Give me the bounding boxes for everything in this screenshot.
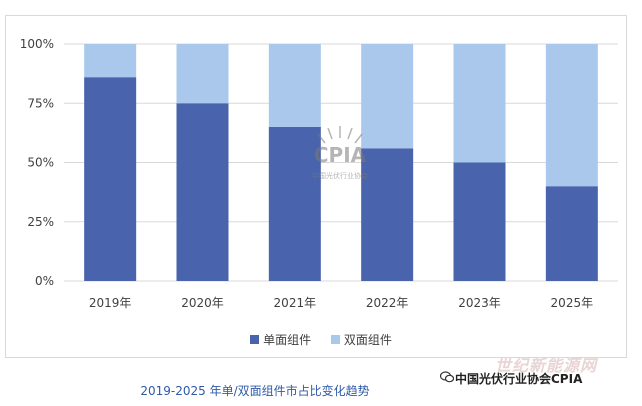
legend-label-bifacial: 双面组件 <box>343 333 392 347</box>
legend-label-single: 单面组件 <box>263 333 312 347</box>
cpia-logo: CPIA 中国光伏行业协会 <box>300 120 380 190</box>
bar-bifacial <box>453 44 506 163</box>
bar-bifacial <box>545 44 598 187</box>
y-tick-label: 50% <box>27 156 54 170</box>
y-tick-label: 25% <box>27 215 54 229</box>
x-tick-label: 2022年 <box>366 296 409 310</box>
y-tick-label: 100% <box>20 37 54 51</box>
legend-swatch-bifacial <box>330 335 340 344</box>
x-tick-label: 2019年 <box>89 296 132 310</box>
legend: 单面组件 双面组件 <box>0 331 642 348</box>
bar-single-sided <box>545 186 598 281</box>
bar-single-sided <box>453 162 506 281</box>
wechat-icon <box>440 371 454 383</box>
y-tick-label: 0% <box>35 274 54 288</box>
bar-single-sided <box>176 103 229 281</box>
bar-bifacial <box>176 44 229 104</box>
legend-item-single: 单面组件 <box>250 331 311 348</box>
stacked-bar-chart: 0% 25% 50% 75% 100% 2019年 2020年 2021年 2022年 2023年… <box>20 37 618 310</box>
bar-bifacial <box>361 44 414 149</box>
x-tick-label: 2021年 <box>274 296 317 310</box>
y-tick-label: 75% <box>27 96 54 110</box>
bar-single-sided <box>84 77 137 282</box>
bar-bifacial <box>84 44 137 78</box>
site-watermark: 世纪新能源网 <box>495 356 598 375</box>
x-tick-label: 2020年 <box>181 296 224 310</box>
legend-item-bifacial: 双面组件 <box>330 331 392 348</box>
cpia-logo-text: CPIA <box>314 143 367 167</box>
source-watermark: 中国光伏行业协会CPIA <box>455 372 583 386</box>
x-tick-label: 2025年 <box>551 296 594 310</box>
legend-swatch-single <box>250 335 260 344</box>
bar-bifacial <box>268 44 321 127</box>
cpia-logo-subtext: 中国光伏行业协会 <box>312 171 368 180</box>
chart-caption: 2019-2025 年单/双面组件市占比变化趋势 <box>140 384 370 398</box>
bar-single-sided <box>361 148 414 281</box>
bar-single-sided <box>268 126 321 281</box>
x-tick-label: 2023年 <box>458 296 501 310</box>
